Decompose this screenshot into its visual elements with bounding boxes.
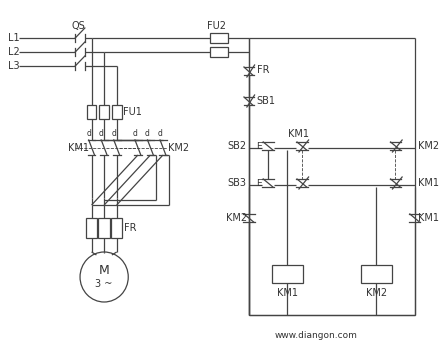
Bar (99, 105, 109, 119)
Text: KM2: KM2 (366, 288, 387, 298)
Text: KM1: KM1 (277, 288, 298, 298)
Bar (272, 265, 303, 283)
Bar (111, 218, 122, 238)
Text: www.diangon.com: www.diangon.com (275, 332, 358, 341)
Text: E: E (257, 178, 262, 187)
Text: 3 ~: 3 ~ (95, 279, 113, 289)
Text: FR: FR (257, 65, 269, 75)
Text: FU2: FU2 (207, 21, 226, 31)
Bar (112, 105, 121, 119)
Text: L2: L2 (8, 47, 19, 57)
Bar (99, 218, 110, 238)
Text: d: d (158, 128, 162, 138)
Bar (86, 218, 97, 238)
Text: E: E (257, 141, 262, 150)
Text: d: d (111, 128, 116, 138)
Bar (210, 33, 227, 43)
Text: FR: FR (125, 223, 137, 233)
Bar (361, 265, 392, 283)
Text: KM2: KM2 (226, 213, 247, 223)
Text: d: d (86, 128, 91, 138)
Text: d: d (132, 128, 137, 138)
Text: KM2: KM2 (418, 141, 439, 151)
Text: d: d (145, 128, 150, 138)
Text: L3: L3 (8, 61, 19, 71)
Text: SB2: SB2 (228, 141, 247, 151)
Text: KM1: KM1 (418, 178, 439, 188)
Text: L1: L1 (8, 33, 19, 43)
Text: M: M (99, 265, 110, 277)
Text: KM2: KM2 (168, 143, 189, 153)
Text: KM1: KM1 (289, 129, 309, 139)
Bar (87, 105, 96, 119)
Text: KM1: KM1 (418, 213, 439, 223)
Text: KM1: KM1 (69, 143, 89, 153)
Text: d: d (99, 128, 104, 138)
Text: SB1: SB1 (257, 96, 275, 106)
Text: FU1: FU1 (124, 107, 142, 117)
Text: SB3: SB3 (228, 178, 247, 188)
Bar (210, 47, 227, 57)
Text: QS: QS (71, 21, 85, 31)
